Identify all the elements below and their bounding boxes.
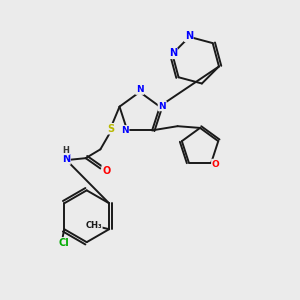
Text: CH₃: CH₃ xyxy=(85,221,102,230)
Text: O: O xyxy=(102,166,110,176)
Text: H: H xyxy=(62,146,69,155)
Text: N: N xyxy=(169,48,177,59)
Text: N: N xyxy=(158,102,166,111)
Text: O: O xyxy=(212,160,220,169)
Text: S: S xyxy=(107,124,114,134)
Text: N: N xyxy=(185,31,193,41)
Text: N: N xyxy=(121,126,129,135)
Text: Cl: Cl xyxy=(59,238,70,248)
Text: N: N xyxy=(62,154,70,164)
Text: N: N xyxy=(136,85,143,94)
